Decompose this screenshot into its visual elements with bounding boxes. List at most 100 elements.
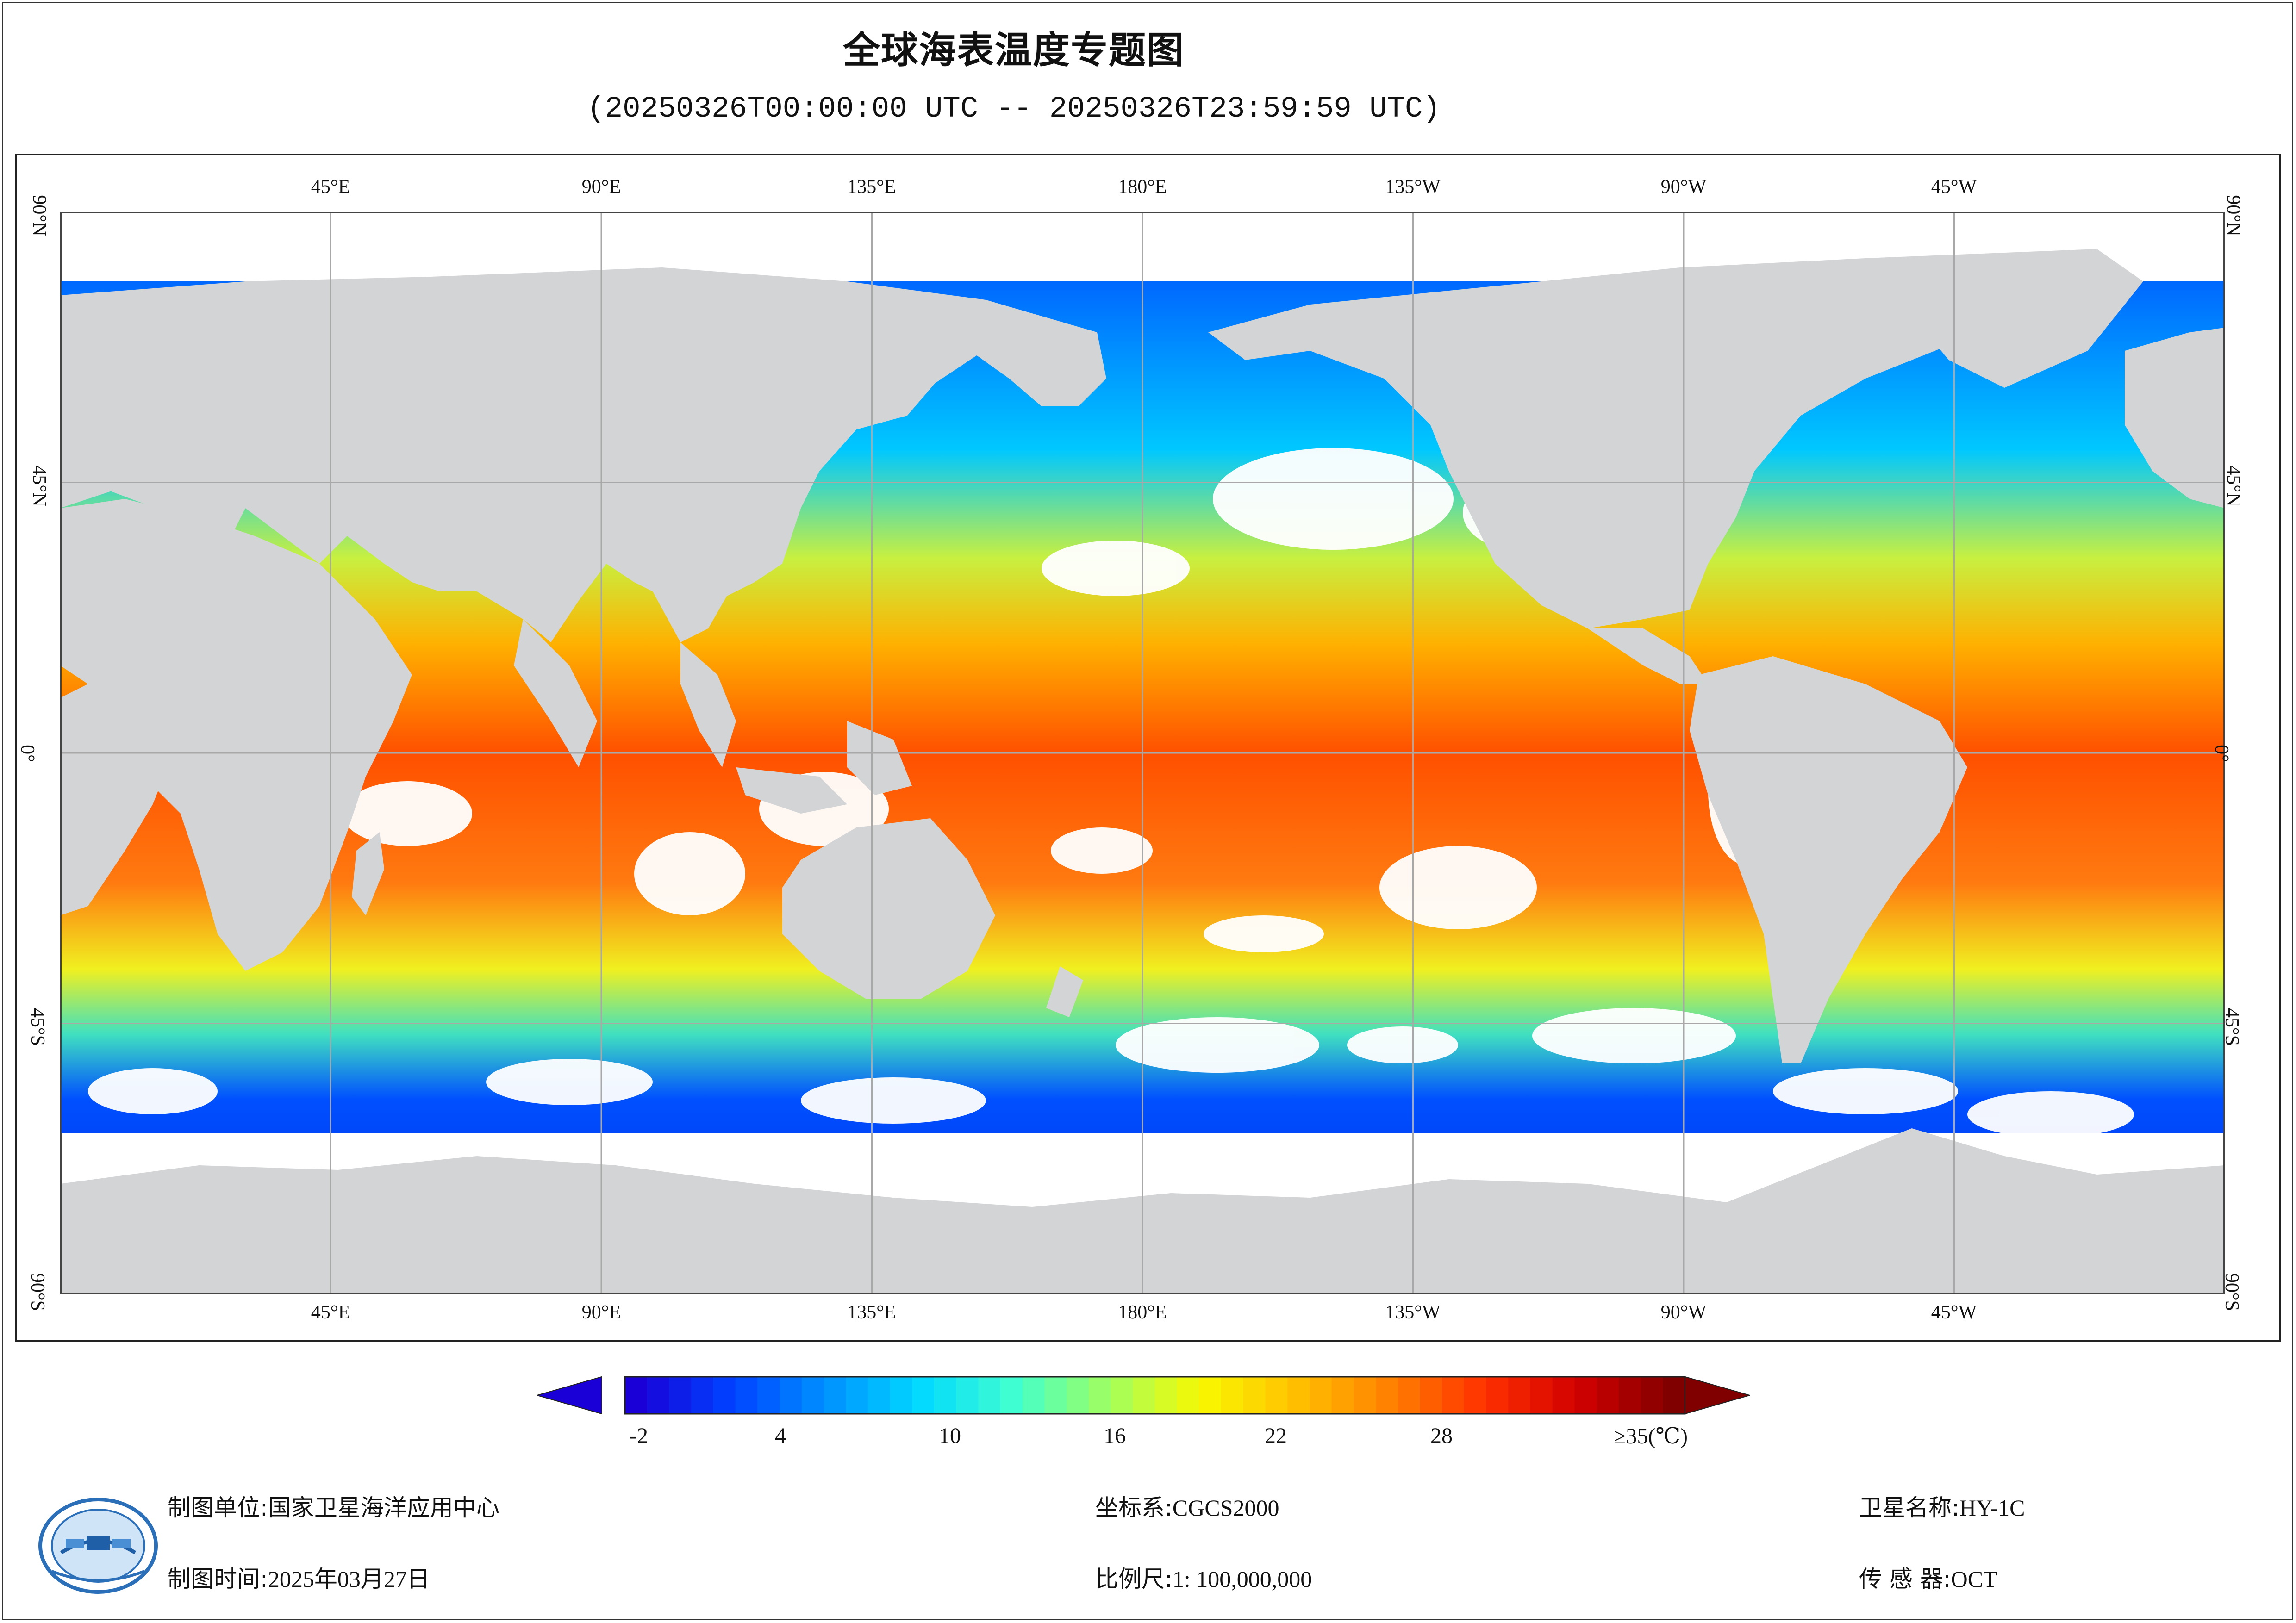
lon-label-top: 90°E bbox=[581, 176, 621, 198]
legend-color-bin bbox=[713, 1377, 736, 1414]
legend-color-bin bbox=[1464, 1377, 1487, 1414]
legend-color-bin bbox=[1221, 1377, 1244, 1414]
scale-label: 比例尺: bbox=[1095, 1566, 1173, 1592]
sensor-label: 传 感 器: bbox=[1859, 1566, 1951, 1592]
legend-color-bin bbox=[1067, 1377, 1089, 1414]
legend-color-bin bbox=[801, 1377, 824, 1414]
legend-color-bin bbox=[1155, 1377, 1178, 1414]
legend-color-bin bbox=[934, 1377, 957, 1414]
crs-value: CGCS2000 bbox=[1172, 1495, 1279, 1521]
new-zealand-land bbox=[1046, 966, 1083, 1017]
producer-value: 国家卫星海洋应用中心 bbox=[268, 1494, 499, 1521]
scale-value: 1: 100,000,000 bbox=[1172, 1566, 1312, 1592]
crs-line: 坐标系:CGCS2000 bbox=[1095, 1489, 1279, 1523]
time-range-subtitle: (20250326T00:00:00 UTC -- 20250326T23:59… bbox=[587, 93, 1441, 126]
legend-color-bin bbox=[1265, 1377, 1288, 1414]
legend-color-bin bbox=[1641, 1377, 1663, 1414]
madagascar-land bbox=[352, 832, 384, 915]
legend-color-bin bbox=[779, 1377, 802, 1414]
legend-color-bin bbox=[912, 1377, 935, 1414]
satellite-label: 卫星名称: bbox=[1859, 1494, 1959, 1521]
legend-color-bin bbox=[1199, 1377, 1222, 1414]
legend-color-bin bbox=[1508, 1377, 1531, 1414]
nsoas-emblem-icon bbox=[38, 1498, 158, 1594]
map-inner-border bbox=[60, 212, 2225, 1294]
lon-label-bottom: 180°E bbox=[1118, 1302, 1167, 1323]
lat-label-right: 90°S bbox=[2221, 1273, 2243, 1312]
lon-label-top: 180°E bbox=[1118, 176, 1167, 198]
production-time-label: 制图时间: bbox=[168, 1566, 268, 1592]
legend-color-bin bbox=[625, 1377, 648, 1414]
central-america-land bbox=[1588, 628, 1708, 684]
legend-tick-label: 16 bbox=[1104, 1424, 1126, 1448]
north-america-land bbox=[1208, 258, 2004, 628]
lon-label-bottom: 45°E bbox=[311, 1302, 350, 1323]
legend-color-bin bbox=[669, 1377, 692, 1414]
legend-color-bin bbox=[956, 1377, 979, 1414]
lat-label-right: 90°N bbox=[2222, 195, 2244, 236]
graticule bbox=[60, 212, 2225, 1294]
producer-line: 制图单位:国家卫星海洋应用中心 bbox=[168, 1489, 499, 1523]
legend-color-bin bbox=[1287, 1377, 1310, 1414]
lon-label-bottom: 90°W bbox=[1660, 1302, 1707, 1323]
legend-color-bin bbox=[1243, 1377, 1266, 1414]
legend-color-bin bbox=[1486, 1377, 1509, 1414]
legend-color-bin bbox=[1530, 1377, 1553, 1414]
lon-label-bottom: 90°E bbox=[581, 1302, 621, 1323]
legend-color-bin bbox=[1133, 1377, 1155, 1414]
lon-label-top: 90°W bbox=[1660, 176, 1707, 198]
production-time-value: 2025年03月27日 bbox=[268, 1566, 430, 1592]
legend-low-arrow bbox=[537, 1376, 602, 1415]
greenland-land bbox=[1866, 249, 2143, 388]
lon-label-bottom: 135°E bbox=[847, 1302, 896, 1323]
legend-color-bin bbox=[1088, 1377, 1111, 1414]
legend-color-bin bbox=[1398, 1377, 1421, 1414]
legend-color-bin bbox=[846, 1377, 868, 1414]
legend-color-bin bbox=[1376, 1377, 1398, 1414]
legend-color-bin bbox=[735, 1377, 758, 1414]
sensor-value: OCT bbox=[1951, 1566, 1997, 1592]
lon-label-top: 45°W bbox=[1931, 176, 1977, 198]
legend-color-bin bbox=[1111, 1377, 1133, 1414]
legend-color-bin bbox=[1574, 1377, 1597, 1414]
legend-color-bin bbox=[1597, 1377, 1619, 1414]
legend-color-bin bbox=[1044, 1377, 1067, 1414]
legend-color-bin bbox=[1309, 1377, 1332, 1414]
se-asia-land bbox=[680, 642, 912, 814]
legend-color-bin bbox=[1420, 1377, 1442, 1414]
legend-color-bin bbox=[757, 1377, 780, 1414]
lat-label-left: 45°S bbox=[27, 1007, 49, 1046]
india-land bbox=[514, 619, 597, 767]
legend-color-bin bbox=[1000, 1377, 1023, 1414]
lat-label-right: 45°S bbox=[2221, 1007, 2243, 1046]
scale-line: 比例尺:1: 100,000,000 bbox=[1095, 1561, 1312, 1594]
legend-color-bin bbox=[1618, 1377, 1641, 1414]
production-time-line: 制图时间:2025年03月27日 bbox=[168, 1561, 430, 1594]
legend-color-bin bbox=[1177, 1377, 1200, 1414]
legend-color-bin bbox=[824, 1377, 846, 1414]
legend-color-bin bbox=[1663, 1377, 1685, 1414]
legend-color-bins bbox=[624, 1376, 1686, 1415]
lon-label-bottom: 45°W bbox=[1931, 1302, 1977, 1323]
lon-label-top: 135°W bbox=[1385, 176, 1441, 198]
legend-color-bin bbox=[1022, 1377, 1045, 1414]
producer-label: 制图单位: bbox=[168, 1494, 268, 1521]
sst-color-legend bbox=[537, 1376, 1750, 1415]
legend-tick-label: 10 bbox=[939, 1424, 961, 1448]
map-title: 全球海表温度专题图 bbox=[843, 29, 1185, 72]
legend-color-bin bbox=[1442, 1377, 1465, 1414]
lat-label-right: 0° bbox=[2210, 745, 2232, 762]
crs-label: 坐标系: bbox=[1095, 1494, 1173, 1521]
cloud-layer bbox=[88, 448, 2134, 1138]
legend-tick-label: -2 bbox=[630, 1424, 648, 1448]
satellite-value: HY-1C bbox=[1959, 1495, 2025, 1521]
lat-label-left: 90°N bbox=[28, 195, 50, 236]
satellite-line: 卫星名称:HY-1C bbox=[1859, 1489, 2025, 1523]
sensor-line: 传 感 器:OCT bbox=[1859, 1561, 1997, 1594]
lat-label-right: 45°N bbox=[2222, 465, 2244, 507]
legend-color-bin bbox=[1331, 1377, 1354, 1414]
legend-tick-label: ≥35(℃) bbox=[1613, 1424, 1688, 1449]
legend-tick-label: 4 bbox=[775, 1424, 786, 1448]
sst-map[interactable] bbox=[60, 212, 2225, 1294]
